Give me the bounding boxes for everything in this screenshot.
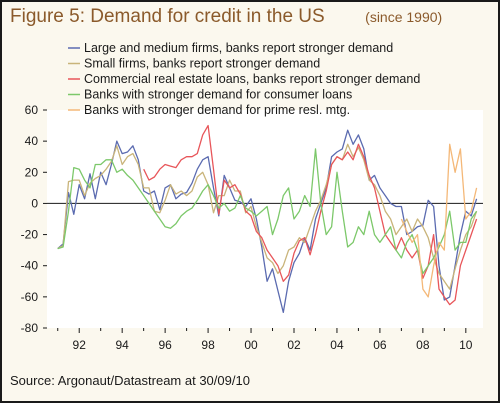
y-tick-label: 40	[25, 134, 39, 148]
y-tick-label: -80	[21, 321, 39, 335]
series-line-1	[57, 129, 478, 314]
x-tick-label: 02	[287, 338, 301, 352]
x-tick-label: 92	[73, 338, 87, 352]
legend-label-2: Small firms, banks report stronger deman…	[84, 57, 320, 71]
y-tick-label: 0	[31, 196, 38, 210]
y-tick-label: 20	[25, 165, 39, 179]
y-tick-label: -40	[21, 259, 39, 273]
legend-label-4: Banks with stronger demand for consumer …	[84, 88, 352, 102]
x-tick-label: 98	[201, 338, 215, 352]
series-line-2	[57, 143, 478, 290]
y-tick-label: -20	[21, 228, 39, 242]
source-note: Source: Argonaut/Datastream at 30/09/10	[10, 373, 250, 388]
legend-label-5: Banks with stronger demand for prime res…	[84, 103, 350, 117]
chart-title: Figure 5: Demand for credit in the US	[10, 6, 325, 27]
x-tick-label: 00	[244, 338, 258, 352]
x-tick-label: 96	[158, 338, 172, 352]
x-tick-label: 10	[459, 338, 473, 352]
series-line-5	[400, 143, 478, 298]
y-tick-label: -60	[21, 290, 39, 304]
series-line-4	[57, 148, 478, 275]
x-tick-label: 06	[373, 338, 387, 352]
x-tick-label: 08	[416, 338, 430, 352]
y-tick-label: 60	[25, 103, 39, 117]
legend-label-3: Commercial real estate loans, banks repo…	[84, 72, 420, 86]
x-tick-label: 94	[115, 338, 129, 352]
chart-subtitle: (since 1990)	[365, 9, 443, 25]
title-row: Figure 5: Demand for credit in the US (s…	[10, 6, 442, 28]
x-tick-label: 04	[330, 338, 344, 352]
legend-label-1: Large and medium firms, banks report str…	[84, 41, 393, 55]
